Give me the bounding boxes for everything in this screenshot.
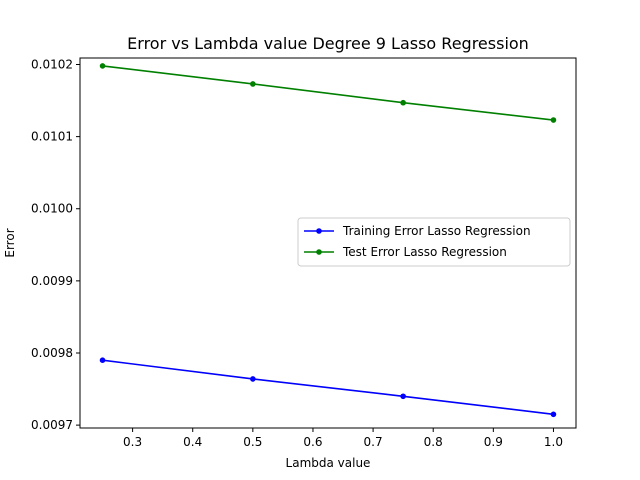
x-tick-label: 0.9 — [484, 435, 503, 449]
data-point — [400, 99, 406, 106]
series-layer — [99, 63, 557, 418]
y-tick-label: 0.0099 — [31, 274, 73, 288]
y-axis: 0.0097 0.0098 0.0099 0.0100 0.0101 0.0102 — [31, 57, 80, 432]
legend-swatch-marker — [316, 228, 322, 234]
series-line-1 — [102, 359, 554, 416]
legend-label: Test Error Lasso Regression — [342, 245, 507, 259]
data-point — [550, 117, 557, 123]
data-point — [250, 81, 256, 87]
data-point — [550, 411, 557, 418]
legend-label: Training Error Lasso Regression — [342, 224, 531, 238]
x-tick-label: 1.0 — [544, 435, 563, 449]
legend-swatch-marker — [316, 249, 322, 255]
data-point — [99, 357, 106, 364]
legend-box — [297, 217, 571, 267]
x-axis-label: Lambda value — [286, 456, 371, 470]
x-tick-label: 0.6 — [303, 435, 322, 449]
series-line-2 — [102, 65, 554, 121]
x-axis: 0.3 0.4 0.5 0.6 0.7 0.8 0.9 1.0 — [123, 428, 563, 449]
data-point — [99, 63, 106, 69]
chart-title: Error vs Lambda value Degree 9 Lasso Reg… — [127, 34, 529, 53]
legend: Training Error Lasso Regression Test Erro… — [297, 217, 571, 267]
data-point — [400, 393, 406, 400]
x-tick-label: 0.4 — [183, 435, 202, 449]
data-point — [250, 376, 256, 382]
y-tick-label: 0.0100 — [31, 202, 73, 216]
x-tick-label: 0.5 — [243, 435, 262, 449]
x-tick-label: 0.8 — [424, 435, 443, 449]
y-tick-label: 0.0101 — [31, 130, 73, 144]
y-tick-label: 0.0102 — [31, 57, 73, 71]
y-tick-label: 0.0097 — [31, 418, 73, 432]
x-tick-label: 0.7 — [364, 435, 383, 449]
y-axis-label: Error — [3, 228, 17, 257]
y-tick-label: 0.0098 — [31, 346, 73, 360]
plot-frame — [79, 57, 577, 429]
x-tick-label: 0.3 — [123, 435, 142, 449]
